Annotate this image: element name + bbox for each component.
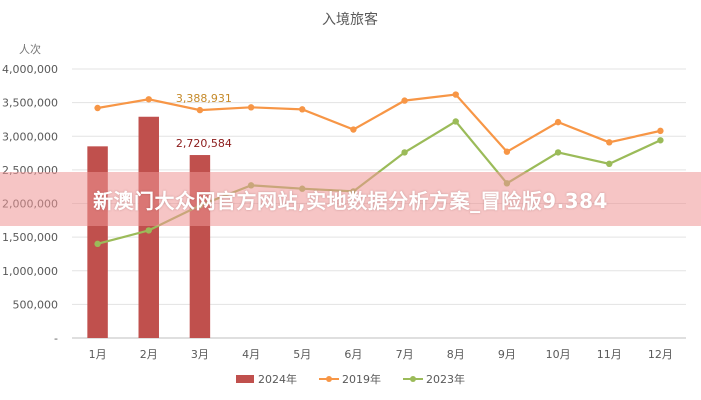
x-tick-label: 11月: [597, 348, 622, 361]
point-2019年-4月: [247, 104, 255, 111]
y-tick-label: 3,500,000: [2, 97, 58, 110]
point-2019年-9月: [503, 148, 511, 155]
point-2019年-10月: [554, 118, 562, 126]
point-2023年-10月: [554, 149, 562, 156]
point-2023年-2月: [145, 227, 152, 234]
legend-label: 2023年: [426, 372, 465, 386]
y-tick-label: 3,000,000: [2, 130, 58, 143]
overlay-banner: 新澳门大众网官方网站,实地数据分析方案_冒险版9.384: [0, 172, 701, 226]
legend-marker: [410, 376, 416, 382]
x-tick-label: 1月: [89, 348, 107, 361]
x-tick-label: 5月: [293, 348, 311, 361]
point-2019年-3月: [196, 106, 204, 114]
point-2023年-1月: [94, 240, 101, 248]
data-label: 2,720,584: [176, 137, 232, 150]
legend-marker: [326, 376, 332, 382]
point-2019年-5月: [299, 106, 306, 113]
y-tick-label: 1,500,000: [2, 231, 58, 244]
y-tick-label: 1,000,000: [2, 265, 58, 278]
x-tick-label: 2月: [140, 348, 158, 361]
x-tick-label: 4月: [242, 348, 260, 361]
y-tick-label: 4,000,000: [2, 63, 58, 76]
y-tick-label: -: [54, 332, 58, 345]
point-2019年-6月: [350, 126, 357, 133]
point-2023年-11月: [606, 160, 613, 168]
point-2019年-12月: [657, 127, 664, 135]
point-2023年-12月: [657, 137, 664, 144]
x-tick-label: 7月: [396, 348, 414, 361]
point-2019年-1月: [94, 104, 101, 112]
x-tick-label: 9月: [498, 348, 516, 361]
y-tick-label: 500,000: [13, 298, 59, 311]
point-2019年-7月: [401, 97, 408, 104]
data-label: 3,388,931: [176, 92, 232, 105]
point-2019年-8月: [452, 91, 459, 98]
line-2019年: [97, 93, 661, 154]
x-tick-label: 6月: [344, 348, 362, 361]
legend-label: 2019年: [342, 372, 381, 386]
y-axis-label: 人次: [19, 42, 41, 56]
point-2023年-8月: [452, 118, 459, 125]
point-2019年-2月: [145, 96, 152, 103]
point-2019年-11月: [606, 139, 613, 146]
x-tick-label: 8月: [447, 348, 465, 361]
chart-title: 入境旅客: [322, 11, 378, 28]
legend-swatch: [236, 375, 254, 383]
point-2023年-7月: [401, 149, 408, 156]
overlay-text: 新澳门大众网官方网站,实地数据分析方案_冒险版9.384: [93, 188, 608, 213]
x-tick-label: 10月: [546, 348, 571, 361]
x-tick-label: 12月: [648, 348, 673, 361]
legend-label: 2024年: [258, 372, 297, 386]
x-tick-label: 3月: [191, 348, 209, 361]
